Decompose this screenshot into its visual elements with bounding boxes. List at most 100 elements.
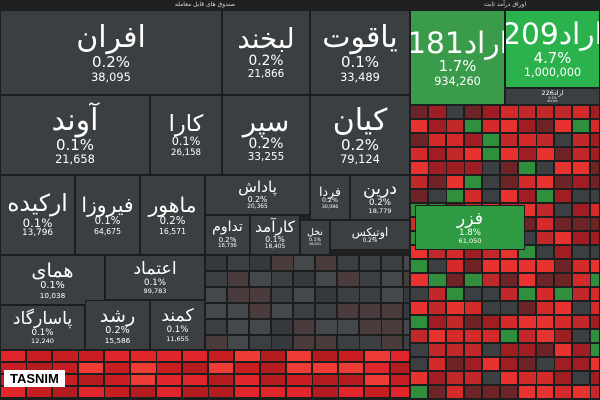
tile [337,255,359,271]
tile [500,301,518,315]
tile [572,119,590,133]
tile: درین 0.2% 18,779 [350,175,410,220]
tile [337,303,359,319]
tile [78,374,104,386]
tile [446,189,464,203]
tile [464,147,482,161]
tile-volume: 64,675 [94,226,121,236]
tile [227,319,249,335]
tile-change: 4.7% [533,49,572,67]
tile [482,385,500,399]
tile [271,319,293,335]
tile [554,273,572,287]
tile [156,362,182,374]
tile [182,362,208,374]
tile [338,362,364,374]
tile [590,273,600,287]
tile [554,245,572,259]
tile [446,273,464,287]
tile-name: درین [362,178,398,199]
tile [130,386,156,398]
tile-change: 0.1% [31,327,54,338]
tile [410,371,428,385]
tile [182,374,208,386]
tile-change: 0.1% [94,216,121,228]
tile [403,335,410,350]
tile [590,301,600,315]
tile [572,161,590,175]
tile [590,259,600,273]
tile [590,119,600,133]
tile [260,386,286,398]
tile [337,319,359,335]
tile [338,374,364,386]
tile-change: 0.1% [55,135,95,154]
tile [286,386,312,398]
tile [410,385,428,399]
tile-name: کارآمد [254,218,295,237]
tile-name: پاسارگاد [12,308,73,329]
tile-change: 0.1% [22,215,53,230]
tile [315,287,337,303]
tile [390,374,410,386]
tile: اراد209 4.7% 1,000,000 [505,10,600,88]
tile [518,329,536,343]
tile [428,371,446,385]
tile [518,175,536,189]
tile-change: 0.2% [91,53,131,72]
tile-change: 0.2% [340,135,380,154]
tile [590,147,600,161]
tile [446,175,464,189]
tile [482,133,500,147]
tile [271,303,293,319]
tile-name: همای [31,259,74,283]
tile [464,329,482,343]
tile-volume: 61,050 [458,237,482,246]
tile-volume: 15,586 [104,335,131,345]
tile [500,371,518,385]
tile [428,357,446,371]
tile [446,259,464,273]
tile: فیروزا 0.1% 64,675 [75,175,140,255]
tile [446,371,464,385]
tile [428,287,446,301]
tile [104,350,130,362]
tile [446,287,464,301]
tile [572,203,590,217]
tile [410,259,428,273]
tile-name: کارا [168,110,204,137]
tile [381,319,403,335]
tile [381,303,403,319]
tile [482,105,500,119]
tile [410,105,428,119]
tile [482,357,500,371]
tile [464,287,482,301]
tile [554,147,572,161]
tile [156,386,182,398]
tile [500,329,518,343]
tile [390,350,410,362]
tile-change: 0.1% [340,53,380,72]
tile [536,273,554,287]
tile [482,315,500,329]
tile-change: 0.2% [159,216,186,228]
tile [482,189,500,203]
tile [338,350,364,362]
tile [554,357,572,371]
tile [227,335,249,350]
tile [286,350,312,362]
tile [518,161,536,175]
tile [338,386,364,398]
tile [518,105,536,119]
tile [536,161,554,175]
tile [500,133,518,147]
tile [590,385,600,399]
tile [446,119,464,133]
tile [208,386,234,398]
tile [403,271,410,287]
tile [464,189,482,203]
tile-name: آوند [51,102,99,138]
tile [554,133,572,147]
tile [590,175,600,189]
tile [554,371,572,385]
